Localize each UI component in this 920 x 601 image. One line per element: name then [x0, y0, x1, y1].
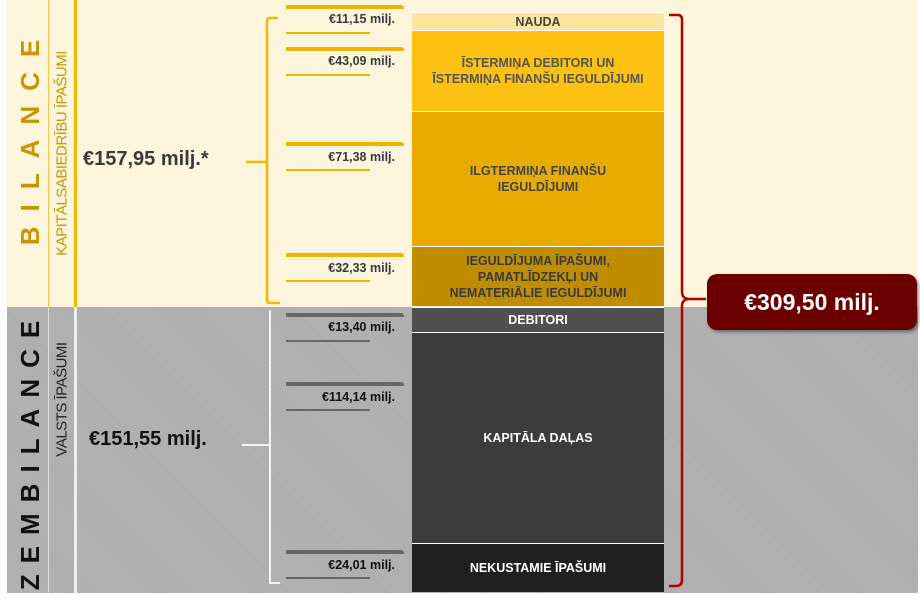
box-nauda: NAUDA: [412, 12, 664, 31]
value-label: €13,40 milj.: [328, 320, 395, 334]
box-long-term: ILGTERMIŅA FINANŠU IEGULDĪJUMI: [412, 111, 664, 246]
value-label: €11,15 milj.: [328, 12, 395, 26]
column-divider: [48, 0, 49, 307]
value-label: €24,01 milj.: [328, 558, 395, 572]
column-divider: [74, 307, 77, 593]
box-nekustamie: NEKUSTAMIE ĪPAŠUMI: [412, 543, 664, 592]
box-short-term: ĪSTERMIŅA DEBITORI UN ĪSTERMIŅA FINANŠU …: [412, 30, 664, 111]
box-investment-property: IEGULDĪJUMA ĪPAŠUMI, PAMATLĪDZEKĻI UN NE…: [412, 246, 664, 306]
off-balance-subtitle: VALSTS ĪPAŠUMI: [53, 342, 71, 457]
total-bracket: [669, 13, 706, 588]
balance-subtitle: KAPITĀLSABIEDRĪBU ĪPAŠUMI: [53, 51, 71, 256]
off-balance-bracket: [242, 310, 280, 584]
off-balance-title: ZEMBILANCE: [15, 309, 45, 591]
box-debitori: DEBITORI: [412, 307, 664, 332]
off-balance-total: €151,55 milj.: [89, 428, 207, 450]
balance-bracket: [246, 16, 280, 305]
box-kapitala-dalas: KAPITĀLA DAĻAS: [412, 332, 664, 543]
column-divider: [74, 0, 77, 307]
value-label: €32,33 milj.: [328, 261, 395, 275]
balance-total: €157,95 milj.*: [83, 148, 209, 170]
value-label: €71,38 milj.: [328, 150, 395, 164]
grand-total-badge: €309,50 milj.: [707, 274, 917, 330]
value-label: €114,14 milj.: [322, 390, 395, 404]
balance-title: BILANCE: [15, 24, 45, 246]
column-divider: [48, 307, 49, 593]
value-label: €43,09 milj.: [328, 54, 395, 68]
group-brackets: [242, 16, 280, 584]
